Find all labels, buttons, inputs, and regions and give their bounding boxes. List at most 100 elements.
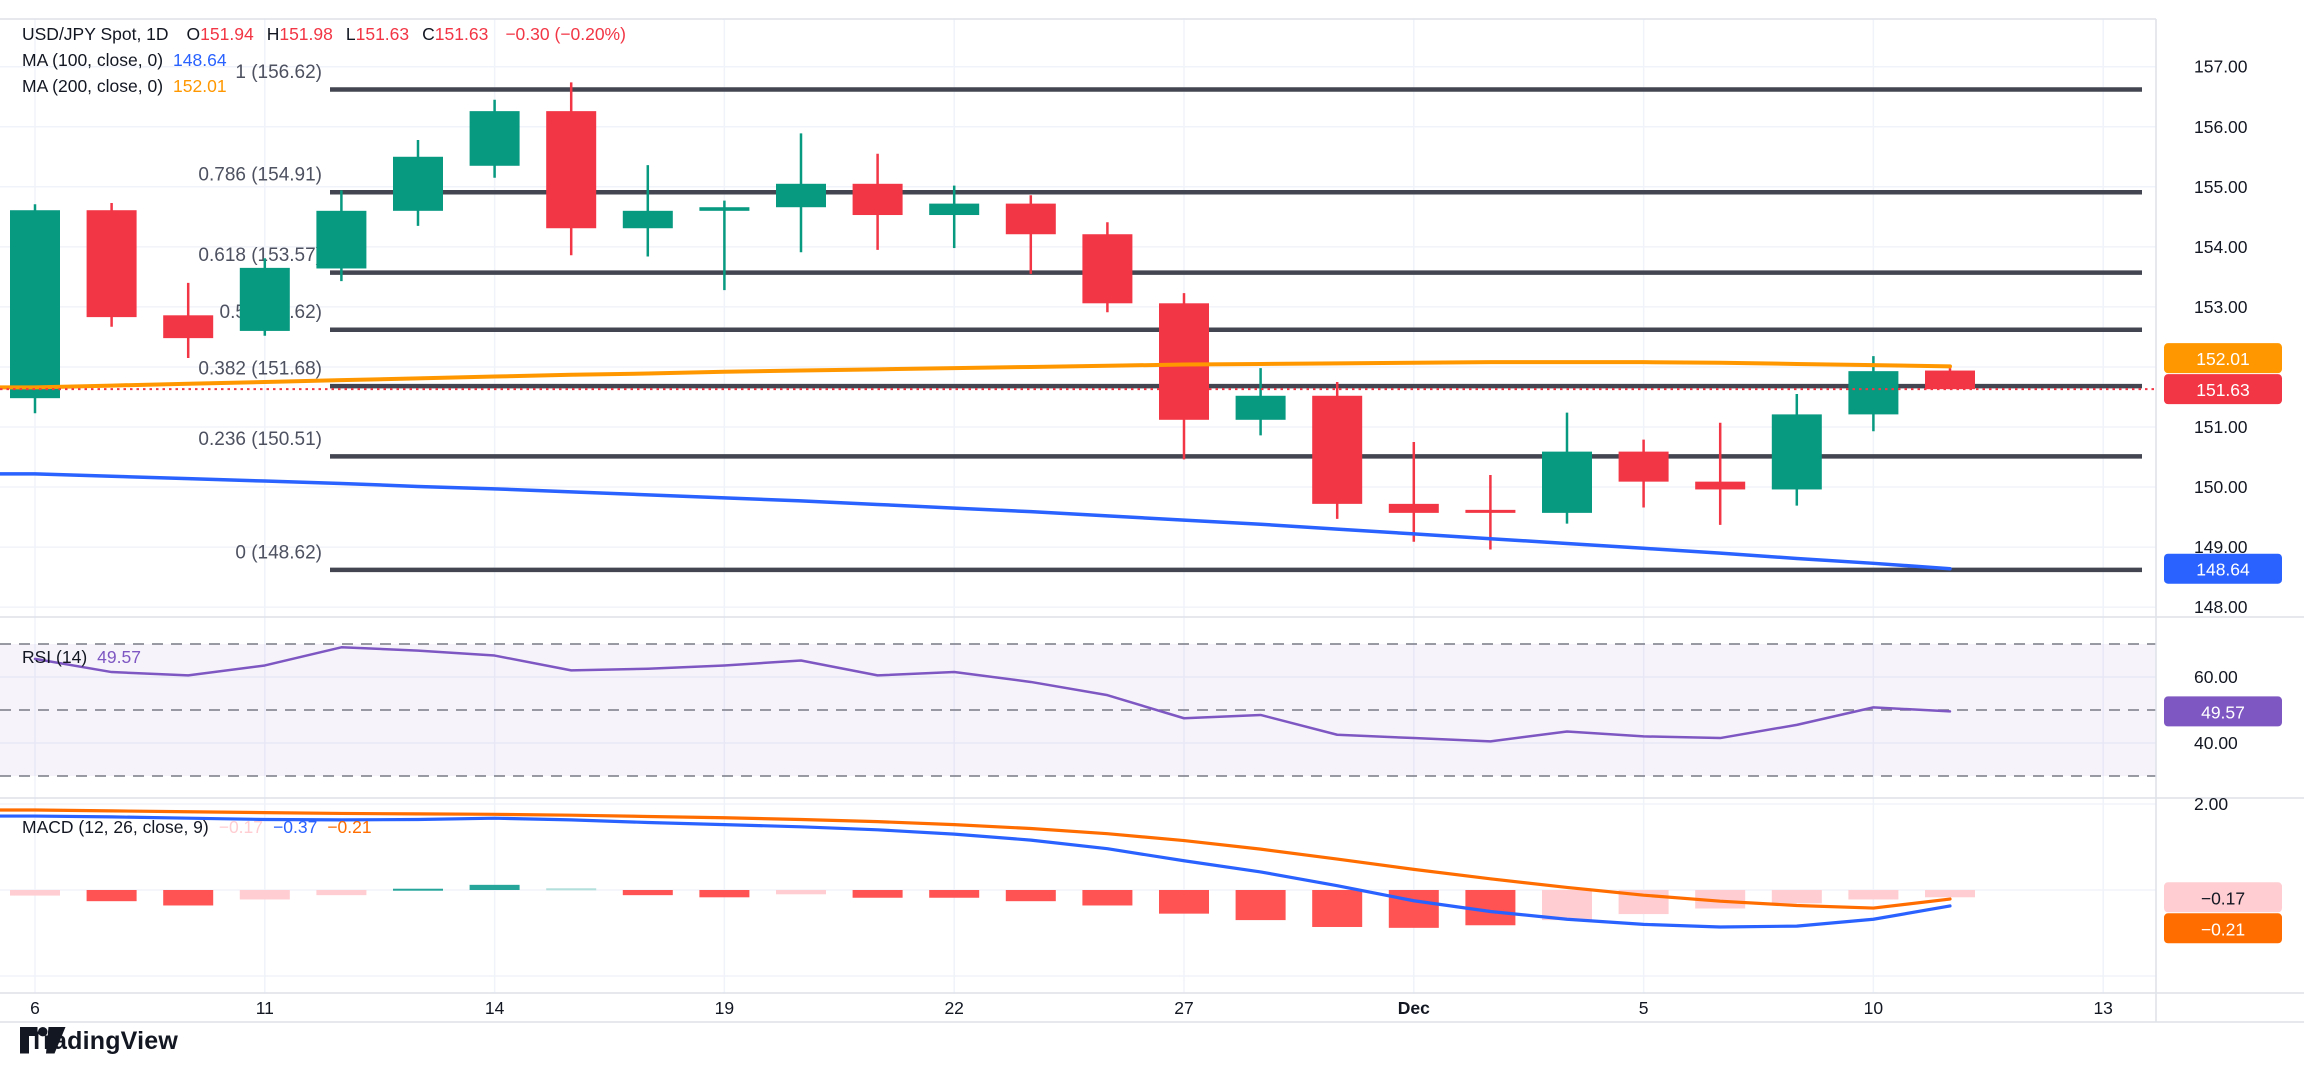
macd-histogram-bar[interactable] [1848,890,1899,900]
price-axis-label: 154.00 [2194,237,2248,257]
candle[interactable] [546,82,597,256]
svg-text:148.64: 148.64 [2196,560,2250,580]
candle[interactable] [1848,356,1899,432]
fib-label[interactable]: 0.618 (153.57) [198,245,322,266]
macd-histogram-bar[interactable] [86,890,137,902]
change-value: −0.30 (−0.20%) [505,24,626,44]
rsi-line[interactable] [33,646,1952,743]
candle[interactable] [1312,381,1363,519]
candle[interactable] [1618,439,1669,508]
macd-line[interactable] [0,814,1952,929]
macd-histogram-bar[interactable] [1542,890,1592,921]
candle[interactable] [852,153,903,250]
macd-histogram-bar[interactable] [622,890,673,896]
candle[interactable] [239,258,290,336]
ma200-value: 152.01 [173,76,227,96]
candle[interactable] [776,133,826,253]
candle[interactable] [622,165,673,257]
macd-histogram-bar[interactable] [1771,890,1822,904]
macd-line-value: −0.37 [273,817,318,837]
candle[interactable] [10,204,60,414]
macd-histogram-bar[interactable] [852,890,903,898]
fib-label[interactable]: 0.382 (151.68) [198,359,322,380]
high-label: H [266,24,280,44]
candle[interactable] [1388,442,1439,542]
candle[interactable] [1005,195,1056,274]
price-axis-label: 151.00 [2194,417,2248,437]
candle[interactable] [1235,368,1286,436]
ma200-line[interactable] [0,360,1952,390]
macd-histogram-bar[interactable] [1159,890,1209,914]
candle[interactable] [1542,412,1592,524]
candle[interactable] [1925,368,1975,390]
macd-histogram-bar[interactable] [1082,890,1133,906]
candle[interactable] [1082,222,1133,313]
time-axis-label[interactable]: 5 [1639,998,1649,1018]
macd-histogram-bar[interactable] [1235,890,1286,921]
svg-text:49.57: 49.57 [2201,702,2245,722]
candle[interactable] [1695,422,1746,525]
candle[interactable] [393,139,443,226]
macd-histogram-bar[interactable] [393,888,443,891]
last-price-badge: 151.63 [2164,374,2282,405]
macd-histogram-bar[interactable] [699,890,750,898]
tradingview-logo[interactable]: TradingView [20,1027,178,1056]
ma200-legend-row[interactable]: MA (200, close, 0) 152.01 [22,73,626,99]
macd-histogram-bar[interactable] [1695,890,1746,909]
tradingview-logo-icon [20,1027,66,1054]
time-axis-label[interactable]: 6 [30,998,40,1018]
time-axis-label[interactable]: 13 [2093,998,2112,1018]
macd-histogram-bar[interactable] [929,890,980,898]
candle[interactable] [699,200,750,291]
close-value: 151.63 [434,24,489,44]
candle[interactable] [316,190,367,282]
candle[interactable] [86,203,137,327]
macd-histogram-bar[interactable] [239,890,290,900]
rsi-value: 49.57 [97,647,141,667]
time-axis-label[interactable]: 27 [1174,998,1193,1018]
macd-axis-label: 2.00 [2194,794,2228,814]
ma100-line[interactable] [0,472,1952,571]
close-label: C [422,24,435,44]
candle[interactable] [1771,393,1822,506]
main-legend: USD/JPY Spot, 1D O151.94 H151.98 L151.63 C15… [22,21,626,99]
open-value: 151.94 [200,24,254,44]
rsi-axis-label: 60.00 [2194,667,2238,687]
fib-label[interactable]: 0.786 (154.91) [198,165,322,186]
time-axis-label[interactable]: 19 [715,998,734,1018]
macd-histogram-bar[interactable] [1005,890,1056,902]
time-axis-label[interactable]: 22 [944,998,963,1018]
macd-hist-value: −0.17 [218,817,264,837]
macd-histogram-bar[interactable] [1925,890,1975,898]
candle[interactable] [929,185,980,249]
macd-histogram-bar[interactable] [163,890,214,906]
macd-signal-line[interactable] [0,808,1952,910]
symbol-title[interactable]: USD/JPY Spot, 1D [22,24,169,44]
time-axis-label[interactable]: 10 [1864,998,1884,1018]
macd-legend[interactable]: MACD (12, 26, close, 9) −0.17 −0.37 −0.21 [22,814,372,840]
fib-label[interactable]: 0 (148.62) [235,542,322,563]
macd-histogram-bar[interactable] [1388,890,1439,928]
macd-histogram-bar[interactable] [1312,890,1363,927]
macd-histogram-bar[interactable] [10,890,60,896]
macd-histogram-bar[interactable] [546,888,597,891]
ma100-legend-row[interactable]: MA (100, close, 0) 148.64 [22,47,626,73]
macd-histogram-bar[interactable] [469,884,520,890]
fib-label[interactable]: 1 (156.62) [235,62,322,83]
time-axis-label[interactable]: 11 [256,998,274,1018]
macd-label: MACD (12, 26, close, 9) [22,817,209,837]
candle[interactable] [1159,293,1209,460]
price-axis-label: 153.00 [2194,297,2248,317]
ma100-value: 148.64 [173,50,227,70]
rsi-legend[interactable]: RSI (14) 49.57 [22,644,141,670]
candle[interactable] [469,99,520,178]
time-axis-label[interactable]: Dec [1398,998,1430,1018]
time-axis-label[interactable]: 14 [485,998,505,1018]
macd-histogram-bar[interactable] [776,890,826,895]
macd-histogram-bar[interactable] [316,890,367,896]
candle[interactable] [163,282,214,358]
price-axis-label: 150.00 [2194,477,2248,497]
fib-label[interactable]: 0.236 (150.51) [198,429,322,450]
price-axis-label: 149.00 [2194,537,2248,557]
